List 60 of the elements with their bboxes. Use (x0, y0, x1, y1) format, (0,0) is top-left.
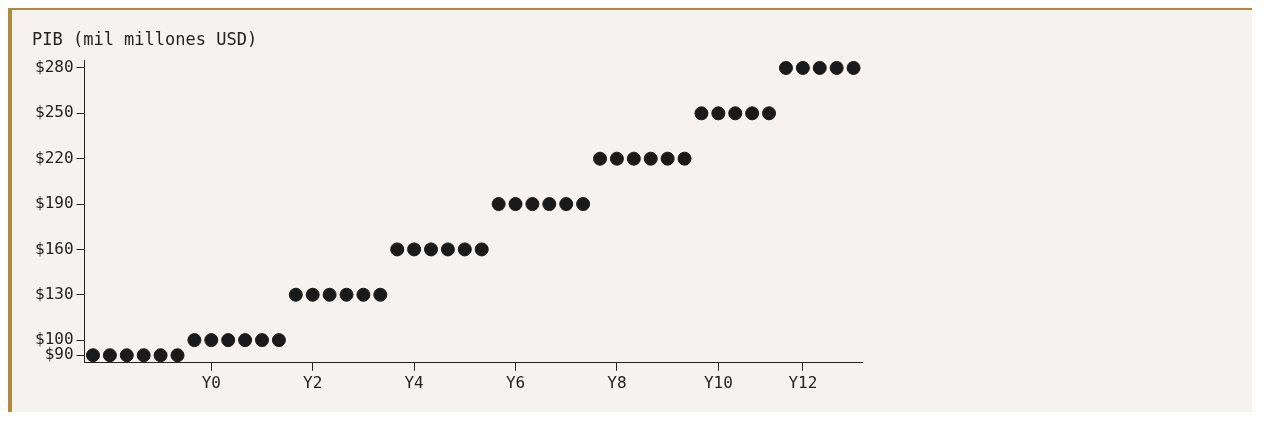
point (356, 287, 371, 302)
point (305, 287, 320, 302)
point (373, 287, 388, 302)
y-tick-label: $250 (35, 102, 74, 122)
point (288, 287, 303, 302)
point (829, 60, 844, 75)
point (677, 151, 692, 166)
x-tick-label: Y12 (788, 372, 818, 392)
point (559, 197, 574, 212)
point (609, 151, 624, 166)
point (170, 348, 185, 363)
point (102, 348, 117, 363)
y-tick-label: $160 (35, 238, 74, 258)
point (525, 197, 540, 212)
point (474, 242, 489, 257)
point (508, 197, 523, 212)
point (255, 333, 269, 348)
point (795, 60, 810, 75)
y-tick-label: $190 (35, 193, 74, 213)
x-tick-label: Y0 (201, 372, 221, 392)
point (136, 348, 151, 363)
point (626, 151, 641, 166)
point (339, 287, 354, 302)
point (153, 348, 168, 363)
x-tick-label: Y4 (404, 372, 424, 392)
point (491, 197, 506, 212)
point (271, 333, 286, 348)
point (643, 151, 658, 166)
point (424, 242, 439, 257)
y-tick-label: $220 (35, 147, 74, 167)
x-tick-label: Y10 (703, 372, 733, 392)
y-tick-label: $130 (35, 283, 74, 303)
point (187, 333, 202, 348)
point (204, 333, 219, 348)
y-tick-label: $280 (35, 57, 74, 77)
point (745, 106, 760, 121)
point (846, 60, 861, 75)
point (694, 106, 709, 121)
point (119, 348, 134, 363)
y-axis-title: PIB (mil millones USD) (32, 28, 258, 49)
point (660, 151, 675, 166)
point (762, 106, 777, 121)
point (576, 197, 591, 212)
point (812, 60, 827, 75)
point (390, 242, 405, 257)
x-tick-label: Y2 (303, 372, 323, 392)
x-tick-label: Y6 (505, 372, 526, 392)
point (457, 242, 472, 257)
point (711, 106, 726, 121)
x-tick-label: Y8 (607, 372, 627, 392)
point (238, 333, 253, 348)
point (407, 242, 422, 257)
point (440, 242, 455, 257)
point (593, 151, 608, 166)
point (728, 106, 743, 121)
point (85, 348, 100, 363)
point (542, 197, 557, 212)
point (322, 287, 337, 302)
point (778, 60, 793, 75)
point (221, 333, 236, 348)
